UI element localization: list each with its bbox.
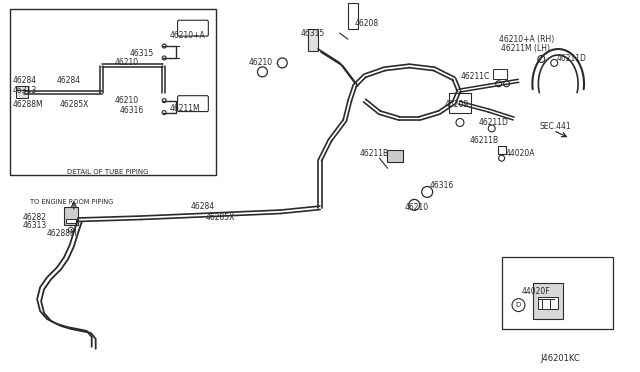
- Text: 46316: 46316: [429, 182, 453, 190]
- Bar: [493, 69, 507, 79]
- Text: D: D: [515, 302, 520, 308]
- Bar: [16, 86, 28, 90]
- Bar: [66, 219, 76, 223]
- Text: 46210: 46210: [115, 58, 139, 67]
- Circle shape: [68, 227, 74, 232]
- FancyBboxPatch shape: [177, 96, 209, 112]
- Bar: [308, 29, 318, 51]
- Text: 44020A: 44020A: [506, 149, 535, 158]
- Circle shape: [538, 55, 545, 62]
- Bar: [64, 207, 78, 225]
- Circle shape: [422, 186, 433, 198]
- Text: 46211D: 46211D: [479, 118, 509, 127]
- Circle shape: [277, 58, 287, 68]
- Text: SEC.441: SEC.441: [540, 122, 571, 131]
- Text: 46211D: 46211D: [556, 54, 586, 64]
- Text: 46285X: 46285X: [206, 213, 236, 222]
- Text: 46211B: 46211B: [470, 136, 499, 145]
- Text: 46211C: 46211C: [461, 72, 490, 81]
- Circle shape: [162, 110, 166, 115]
- Circle shape: [456, 119, 464, 126]
- Text: 46210: 46210: [248, 58, 273, 67]
- Text: 46209: 46209: [445, 100, 469, 109]
- Text: 46285X: 46285X: [60, 100, 90, 109]
- Text: 46288M: 46288M: [12, 100, 43, 109]
- Text: 46210: 46210: [115, 96, 139, 105]
- Circle shape: [495, 81, 502, 87]
- Text: J46201KC: J46201KC: [540, 354, 580, 363]
- Bar: [498, 146, 506, 154]
- Bar: [16, 88, 28, 98]
- Text: 46313: 46313: [12, 86, 36, 95]
- Text: 44020F: 44020F: [522, 287, 550, 296]
- Bar: [533, 283, 563, 319]
- Circle shape: [162, 44, 166, 48]
- Text: 46288M: 46288M: [47, 229, 77, 238]
- Text: 46211M (LH): 46211M (LH): [500, 44, 550, 52]
- Text: 46315: 46315: [300, 29, 324, 38]
- Bar: [502, 257, 612, 329]
- Text: 46284: 46284: [57, 76, 81, 85]
- Text: 46211M: 46211M: [169, 104, 200, 113]
- Circle shape: [257, 67, 268, 77]
- Circle shape: [499, 155, 504, 161]
- Circle shape: [162, 56, 166, 60]
- Text: 46284: 46284: [12, 76, 36, 85]
- Text: 46210+A: 46210+A: [169, 31, 205, 40]
- Bar: [449, 93, 471, 113]
- Text: 46211B: 46211B: [360, 149, 389, 158]
- Circle shape: [504, 81, 509, 87]
- Text: 46210: 46210: [404, 203, 429, 212]
- Text: 46313: 46313: [22, 221, 47, 230]
- Circle shape: [488, 125, 495, 132]
- Bar: [10, 9, 216, 175]
- Text: 46315: 46315: [129, 48, 154, 58]
- Text: DETAIL OF TUBE PIPING: DETAIL OF TUBE PIPING: [67, 169, 148, 175]
- Circle shape: [409, 199, 420, 210]
- Text: 46316: 46316: [120, 106, 144, 115]
- Text: 46208: 46208: [355, 19, 379, 28]
- Circle shape: [512, 299, 525, 312]
- Text: 46284: 46284: [191, 202, 215, 211]
- Bar: [348, 3, 358, 29]
- Circle shape: [551, 60, 557, 66]
- Bar: [387, 150, 403, 162]
- Text: TO ENGINE ROOM PIPING: TO ENGINE ROOM PIPING: [30, 199, 113, 205]
- Circle shape: [162, 99, 166, 103]
- Bar: [538, 297, 558, 309]
- Text: 46282: 46282: [22, 213, 46, 222]
- Text: 46210+A (RH): 46210+A (RH): [499, 35, 554, 44]
- FancyBboxPatch shape: [177, 20, 209, 36]
